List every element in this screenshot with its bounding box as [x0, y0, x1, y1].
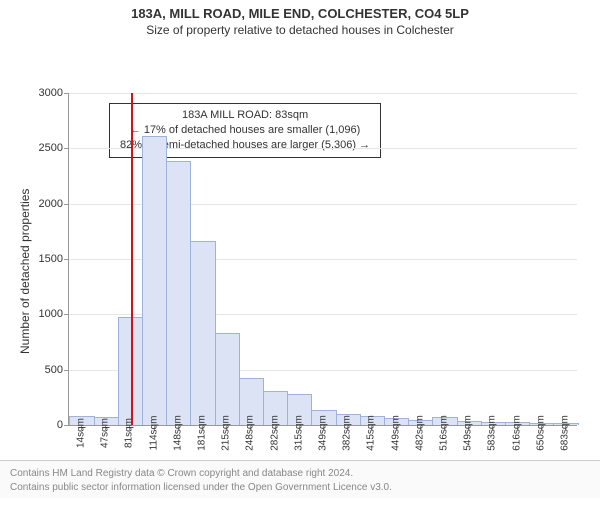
footer-line: Contains HM Land Registry data © Crown c… [10, 467, 590, 481]
x-tick-label: 382sqm [342, 415, 353, 451]
histogram-bar [166, 161, 191, 425]
y-tick-label: 1000 [39, 308, 69, 320]
x-tick-label: 114sqm [148, 416, 159, 451]
x-tick-label: 248sqm [245, 415, 256, 451]
gridline [69, 93, 577, 94]
histogram-bar [190, 241, 215, 425]
y-tick-label: 2500 [39, 142, 69, 154]
x-tick-label: 549sqm [463, 415, 474, 451]
property-marker-line [131, 93, 133, 425]
page-title: 183A, MILL ROAD, MILE END, COLCHESTER, C… [0, 6, 600, 21]
info-box-line: 183A MILL ROAD: 83sqm [120, 108, 370, 123]
page-subtitle: Size of property relative to detached ho… [0, 23, 600, 37]
y-tick-label: 3000 [39, 87, 69, 99]
y-axis-label: Number of detached properties [18, 189, 32, 354]
x-tick-label: 449sqm [390, 415, 401, 451]
attribution-footer: Contains HM Land Registry data © Crown c… [0, 460, 600, 498]
y-tick-label: 0 [57, 419, 69, 431]
x-tick-label: 415sqm [366, 415, 377, 451]
x-tick-label: 683sqm [559, 415, 570, 451]
footer-line: Contains public sector information licen… [10, 481, 590, 495]
x-tick-label: 148sqm [172, 415, 183, 451]
y-tick-label: 500 [45, 364, 69, 376]
x-tick-label: 482sqm [414, 415, 425, 451]
x-tick-label: 47sqm [100, 418, 111, 448]
histogram-bar [215, 333, 240, 425]
x-tick-label: 650sqm [535, 415, 546, 451]
x-tick-label: 14sqm [76, 418, 87, 448]
x-tick-label: 215sqm [221, 415, 232, 451]
y-tick-label: 2000 [39, 198, 69, 210]
histogram-bar [142, 136, 167, 425]
y-tick-label: 1500 [39, 253, 69, 265]
x-tick-label: 583sqm [487, 415, 498, 451]
x-tick-label: 282sqm [269, 415, 280, 451]
plot-area: 183A MILL ROAD: 83sqm← 17% of detached h… [68, 93, 577, 426]
x-tick-label: 81sqm [124, 418, 135, 448]
x-tick-label: 516sqm [438, 415, 449, 451]
x-tick-label: 181sqm [197, 415, 208, 451]
x-tick-label: 349sqm [318, 415, 329, 451]
x-tick-label: 315sqm [293, 415, 304, 451]
x-tick-label: 616sqm [511, 415, 522, 451]
